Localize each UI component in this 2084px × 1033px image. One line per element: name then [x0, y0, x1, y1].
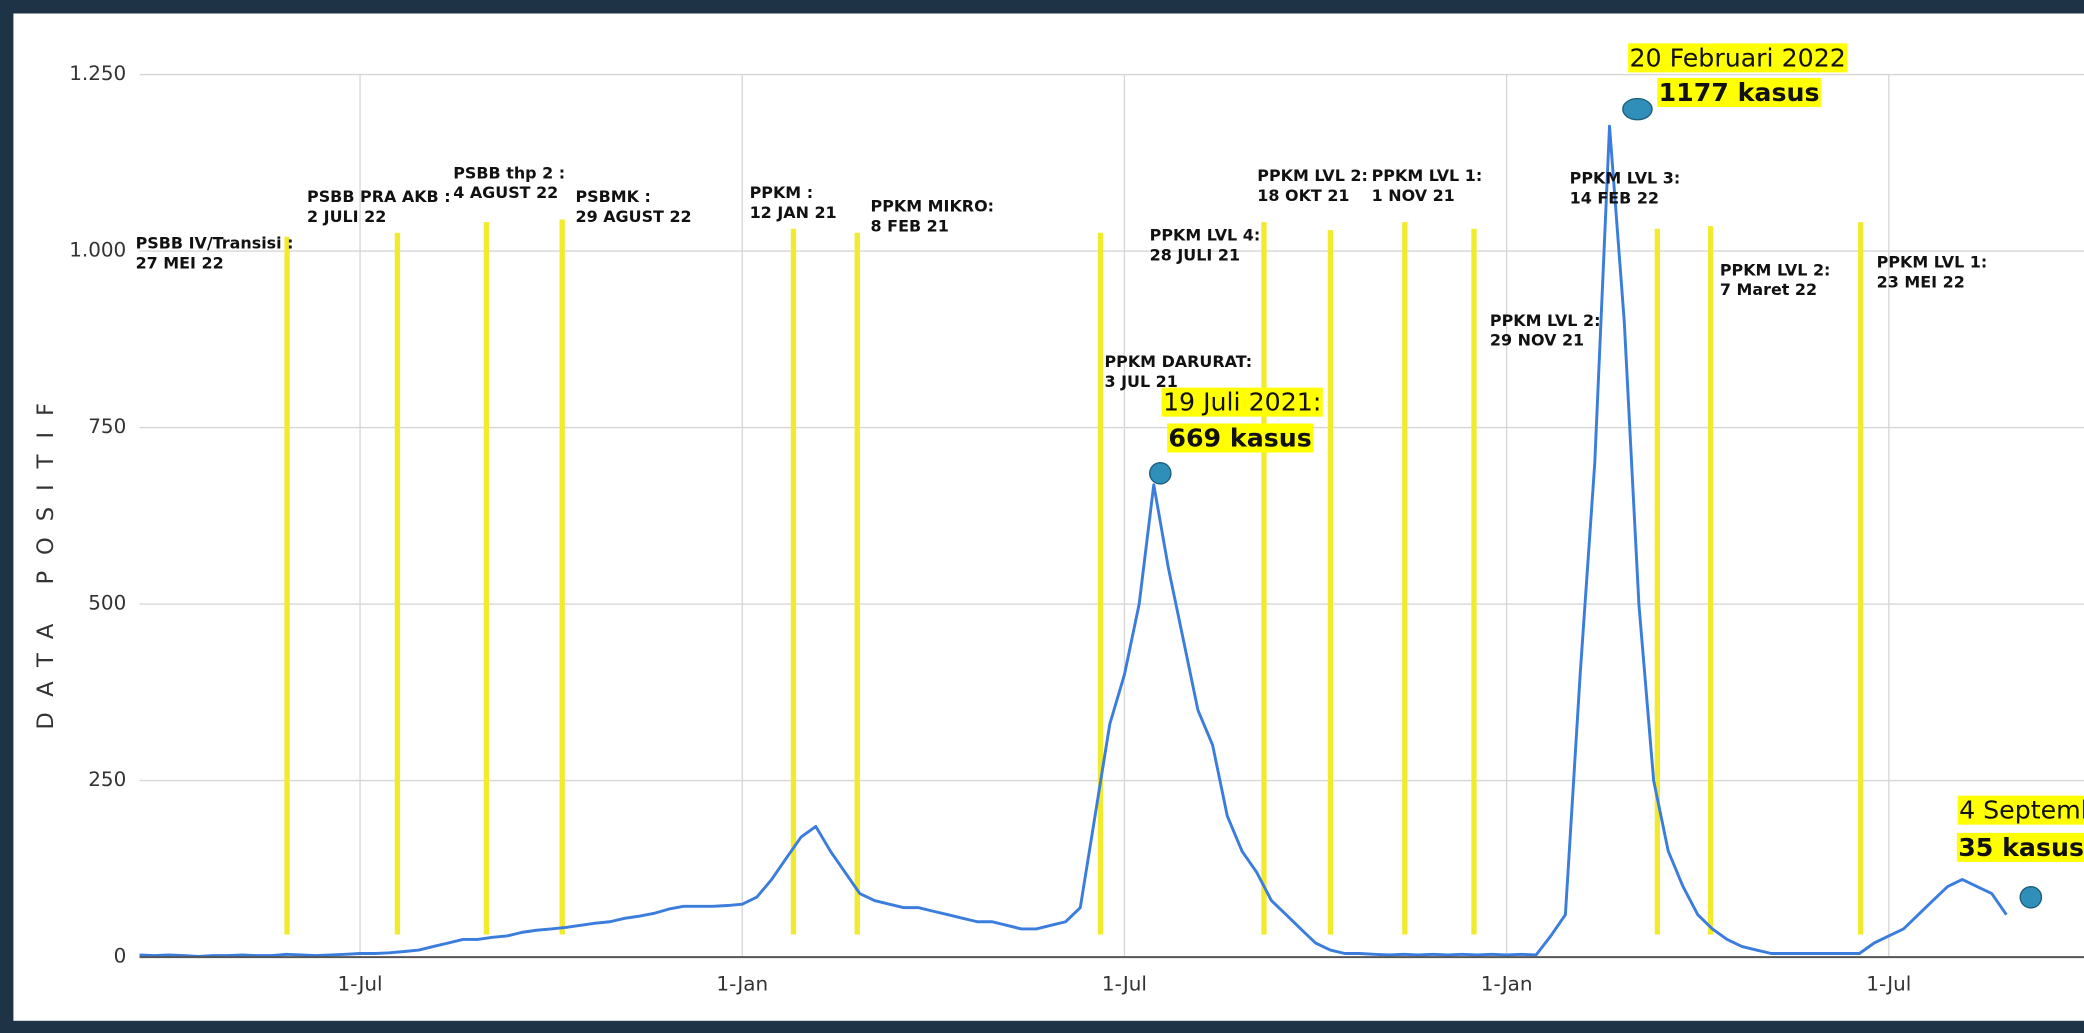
event-label: 28 JULI 21: [1150, 246, 1240, 265]
event-label: 18 OKT 21: [1257, 186, 1349, 205]
highlight: 35 kasus: [1956, 832, 2084, 862]
highlight-label: 19 Juli 2021:: [1163, 388, 1321, 417]
data-line: [139, 124, 2008, 958]
highlight-box: [1657, 77, 1821, 107]
event-label: 8 FEB 21: [871, 216, 949, 235]
event-label: PPKM LVL 1:: [1372, 166, 1483, 185]
highlight-box: [1956, 832, 2084, 862]
event-label: 27 MEI 22: [136, 254, 224, 273]
event-label: 12 JAN 21: [750, 203, 837, 222]
event-label: PPKM LVL 3:: [1570, 169, 1681, 188]
event-label: PPKM LVL 2:: [1720, 260, 1831, 279]
x-tick-label: 1-Jan: [1481, 973, 1533, 996]
highlight-marker: [1148, 462, 1172, 485]
event-label: 4 AGUST 22: [453, 183, 558, 202]
event-label: 1 NOV 21: [1372, 186, 1455, 205]
y-axis-label: DATA POSITIF: [33, 387, 59, 730]
y-tick-label: 500: [88, 592, 126, 615]
highlight: 4 September 2022: [1957, 795, 2084, 825]
event-label: PPKM MIKRO:: [871, 197, 994, 216]
highlight-marker: [1622, 97, 1653, 121]
x-tick-label: 1-Jul: [338, 973, 383, 996]
y-tick-label: 250: [88, 768, 126, 791]
highlight-label: 20 Februari 2022: [1629, 43, 1845, 72]
event-label: PPKM :: [750, 183, 814, 202]
highlight-box: [1161, 387, 1323, 417]
highlight-label: 669 kasus: [1168, 424, 1311, 453]
highlight-label: 4 September 2022: [1959, 796, 2084, 825]
event-label: 29 AGUST 22: [575, 207, 691, 226]
y-tick-label: 750: [88, 415, 126, 438]
event-label: 14 FEB 22: [1570, 189, 1659, 208]
highlight-marker: [2019, 885, 2043, 909]
highlight-label: 1177 kasus: [1659, 78, 1820, 107]
event-label: PPKM LVL 2:: [1490, 311, 1601, 330]
plot-background: [13, 13, 2084, 1021]
y-tick-label: 1.250: [69, 62, 126, 85]
event-label: 29 NOV 21: [1490, 331, 1584, 350]
event-label: PPKM LVL 1:: [1877, 252, 1988, 271]
highlight-box: [1628, 43, 1848, 73]
highlight: 1177 kasus: [1657, 77, 1821, 107]
event-label: PPKM DARURAT:: [1104, 352, 1252, 371]
highlight: 19 Juli 2021:: [1161, 387, 1323, 417]
event-label: 23 MEI 22: [1877, 272, 1965, 291]
highlight-box: [1957, 795, 2084, 825]
event-label: 7 Maret 22: [1720, 280, 1817, 299]
y-tick-label: 0: [114, 945, 127, 968]
event-label: PPKM LVL 4:: [1150, 226, 1261, 245]
event-label: PSBB PRA AKB :: [307, 187, 451, 206]
y-tick-label: 1.000: [69, 239, 126, 262]
highlight: 20 Februari 2022: [1628, 43, 1848, 73]
event-label: 2 JULI 22: [307, 207, 386, 226]
x-tick-label: 1-Jul: [1102, 973, 1147, 996]
x-tick-label: 1-Jul: [1866, 973, 1911, 996]
x-tick-label: 1-Jan: [716, 973, 768, 996]
event-label: 3 JUL 21: [1104, 372, 1177, 391]
highlight-label: 35 kasus: [1958, 833, 2084, 862]
event-label: PSBB IV/Transisi :: [136, 234, 294, 253]
event-label: PSBB thp 2 :: [453, 163, 565, 182]
highlight: 669 kasus: [1167, 423, 1314, 453]
highlight-box: [1167, 423, 1314, 453]
event-label: PPKM LVL 2:: [1257, 166, 1368, 185]
event-label: PSBMK :: [575, 187, 650, 206]
